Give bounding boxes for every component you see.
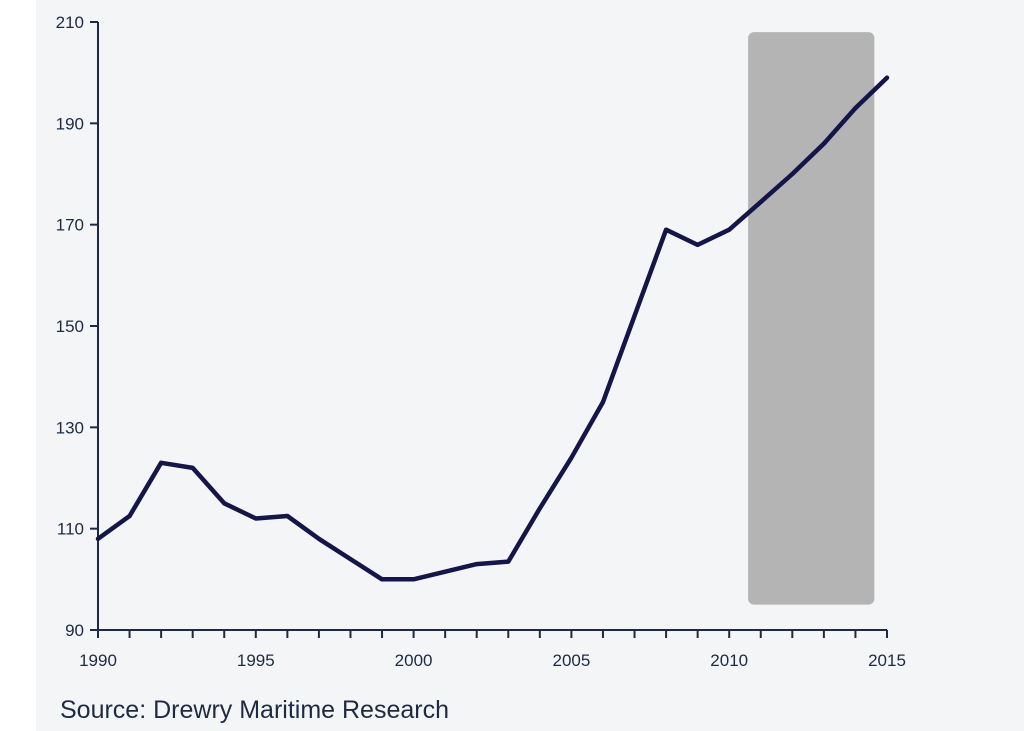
y-tick-label: 110 xyxy=(57,520,84,539)
forecast-band xyxy=(748,32,875,605)
data-point xyxy=(727,227,732,232)
data-point xyxy=(506,559,511,564)
data-point xyxy=(411,577,416,582)
data-point xyxy=(159,460,164,465)
x-tick-label: 1995 xyxy=(237,651,275,670)
data-point xyxy=(695,242,700,247)
data-point xyxy=(537,506,542,511)
data-point xyxy=(348,557,353,562)
data-point xyxy=(664,227,669,232)
series-line xyxy=(95,75,890,582)
data-point xyxy=(253,516,258,521)
data-point xyxy=(127,514,132,518)
source-caption: Source: Drewry Maritime Research xyxy=(60,696,449,724)
data-point xyxy=(632,313,637,318)
data-point xyxy=(758,199,763,204)
x-tick-label: 2000 xyxy=(395,651,433,670)
data-point xyxy=(285,514,290,518)
data-point xyxy=(600,400,605,404)
data-point xyxy=(474,562,479,567)
data-point xyxy=(853,106,858,111)
y-tick-label: 170 xyxy=(56,216,84,235)
y-tick-label: 90 xyxy=(65,621,84,640)
data-point xyxy=(443,569,448,574)
data-point xyxy=(569,455,574,460)
x-tick-label: 2010 xyxy=(710,651,748,670)
plot-background xyxy=(36,0,1024,731)
y-tick-label: 210 xyxy=(56,13,84,32)
y-tick-label: 190 xyxy=(56,114,84,133)
y-tick-label: 130 xyxy=(56,418,84,437)
x-tick-label: 2005 xyxy=(552,651,590,670)
x-tick-label: 1990 xyxy=(79,651,117,670)
data-point xyxy=(885,75,889,80)
y-tick-label: 150 xyxy=(56,317,84,336)
data-point xyxy=(790,172,795,176)
data-point xyxy=(316,536,321,541)
data-point xyxy=(222,501,227,506)
data-point xyxy=(190,465,195,470)
x-tick-label: 2015 xyxy=(868,651,906,670)
data-point xyxy=(821,141,826,146)
data-point xyxy=(96,536,100,541)
data-point xyxy=(380,577,385,582)
